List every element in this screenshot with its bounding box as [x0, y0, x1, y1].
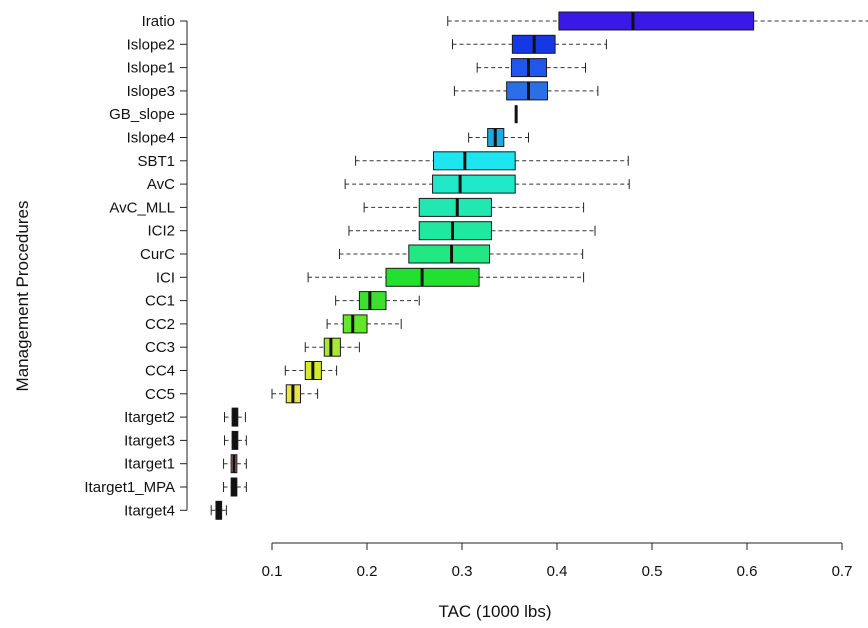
category-label: Itarget2	[124, 409, 175, 426]
box-ici	[307, 267, 585, 287]
category-label: Islope1	[127, 60, 175, 77]
x-tick-label: 0.4	[547, 563, 568, 580]
category-label: ICI	[156, 269, 175, 286]
category-label: Islope3	[127, 83, 175, 100]
x-tick-label: 0.5	[642, 563, 663, 580]
box-sbt1	[355, 151, 629, 171]
box-iqr	[418, 221, 492, 241]
x-axis: 0.1 0.2 0.3 0.4 0.5 0.6 0.7	[262, 542, 853, 580]
box-avc	[344, 174, 630, 194]
category-label: CC5	[145, 386, 175, 403]
category-label: CC4	[145, 363, 175, 380]
category-label: Itarget1	[124, 456, 175, 473]
category-label: Iratio	[142, 13, 175, 30]
category-label: CC1	[145, 293, 175, 310]
box-itarget3	[224, 430, 247, 450]
category-label: Itarget3	[124, 432, 175, 449]
category-label: AvC	[147, 176, 175, 193]
box-iqr	[385, 267, 480, 287]
box-itarget4	[210, 500, 227, 520]
box-itarget1	[223, 454, 247, 474]
category-label: ICI2	[147, 223, 175, 240]
box-cc2	[326, 314, 402, 334]
box-iqr	[342, 314, 368, 334]
box-iqr	[418, 197, 492, 217]
box-iratio	[447, 11, 868, 31]
y-axis: Iratio Islope2 Islope1 Islope3 GB_slope Islop…	[84, 13, 188, 519]
x-tick-label: 0.1	[262, 563, 283, 580]
x-tick-label: 0.2	[357, 563, 378, 580]
category-label: Itarget1_MPA	[84, 479, 175, 496]
box-iqr	[432, 174, 516, 194]
box-cc1	[335, 291, 420, 311]
category-label: CC3	[145, 339, 175, 356]
x-tick-label: 0.3	[452, 563, 473, 580]
box-cc3	[304, 337, 360, 357]
category-label: Islope4	[127, 130, 175, 147]
box-avc-mll	[363, 197, 585, 217]
category-label: SBT1	[137, 153, 175, 170]
boxes-layer	[210, 11, 868, 520]
box-ici2	[348, 221, 596, 241]
box-islope1	[476, 58, 586, 78]
category-label: Islope2	[127, 36, 175, 53]
box-iqr	[358, 291, 387, 311]
box-iqr	[408, 244, 491, 264]
y-axis-title: Management Procedures	[13, 201, 32, 392]
x-tick-label: 0.7	[832, 563, 853, 580]
box-cc5	[271, 384, 319, 404]
category-label: Itarget4	[124, 502, 175, 519]
category-label: AvC_MLL	[109, 199, 175, 216]
box-itarget1-mpa	[223, 477, 247, 497]
category-label: CC2	[145, 316, 175, 333]
x-tick-label: 0.6	[737, 563, 758, 580]
box-iqr	[558, 11, 755, 31]
x-axis-title: TAC (1000 lbs)	[438, 602, 551, 621]
box-iqr	[433, 151, 516, 171]
box-itarget2	[224, 407, 246, 427]
box-islope4	[468, 128, 529, 147]
box-cc4	[284, 361, 338, 380]
box-curc	[338, 244, 584, 264]
box-islope3	[453, 81, 599, 101]
category-label: GB_slope	[109, 106, 175, 123]
box-islope2	[452, 34, 607, 54]
category-label: CurC	[140, 246, 175, 263]
